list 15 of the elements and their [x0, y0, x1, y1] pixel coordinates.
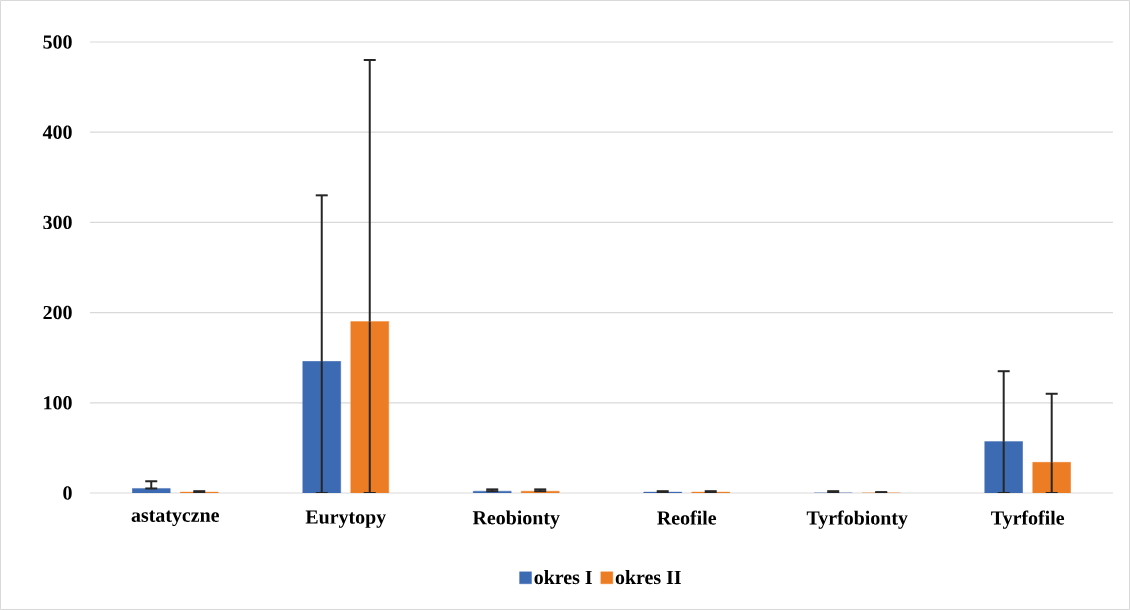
legend-label: okres II [615, 570, 681, 585]
y-tick-label: 500 [43, 35, 72, 49]
legend-label: okres I [534, 570, 592, 585]
y-tick-label: 400 [42, 125, 72, 139]
y-tick-label: 100 [44, 396, 72, 410]
x-tick-label: Tyrfofile [991, 510, 1065, 529]
x-tick-label: Tyrfobionty [806, 510, 908, 529]
y-tick-label: 0 [63, 486, 72, 500]
x-tick-label: Reobionty [472, 510, 560, 529]
x-tick-label: Eurytopy [305, 510, 386, 528]
x-tick-label: Reofile [657, 510, 717, 525]
y-tick-label: 300 [43, 215, 72, 230]
bar [132, 488, 171, 493]
x-tick-label: astatyczne [131, 510, 219, 527]
y-tick-label: 200 [43, 305, 72, 320]
